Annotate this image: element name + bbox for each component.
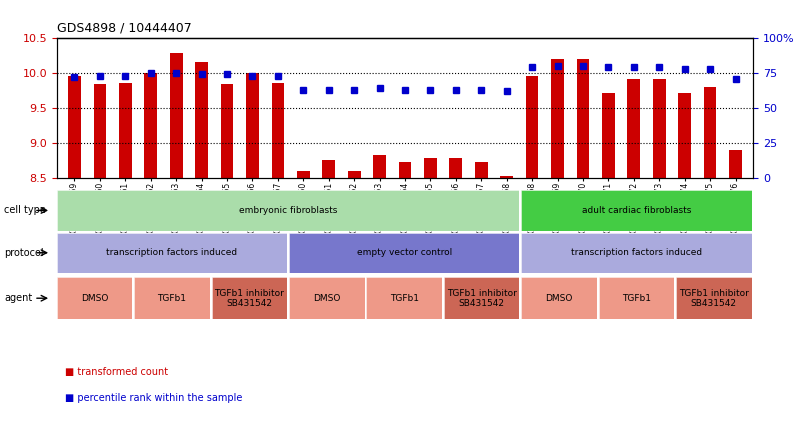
Bar (195, 62, 208, 178)
Text: ■ percentile rank within the sample: ■ percentile rank within the sample (65, 393, 242, 403)
Text: agent: agent (4, 293, 32, 303)
Bar (653, 79, 666, 178)
Bar (297, 171, 309, 178)
Bar (501, 176, 513, 178)
Bar (144, 73, 157, 178)
Bar (450, 158, 463, 178)
Bar (577, 59, 590, 178)
Text: TGFb1: TGFb1 (390, 294, 419, 303)
Bar (347, 171, 360, 178)
Bar (729, 150, 742, 178)
Bar (399, 162, 411, 178)
Text: TGFb1 inhibitor
SB431542: TGFb1 inhibitor SB431542 (215, 288, 284, 308)
Bar (678, 93, 691, 178)
Bar (170, 53, 182, 178)
Bar (475, 162, 488, 178)
Text: empty vector control: empty vector control (356, 248, 452, 257)
Text: adult cardiac fibroblasts: adult cardiac fibroblasts (582, 206, 691, 215)
Text: GDS4898 / 10444407: GDS4898 / 10444407 (57, 21, 191, 34)
Bar (704, 87, 716, 178)
Text: DMSO: DMSO (81, 294, 109, 303)
Bar (373, 155, 386, 178)
Bar (628, 79, 640, 178)
Text: TGFb1 inhibitor
SB431542: TGFb1 inhibitor SB431542 (679, 288, 748, 308)
Text: cell type: cell type (4, 206, 46, 215)
Text: TGFb1 inhibitor
SB431542: TGFb1 inhibitor SB431542 (446, 288, 517, 308)
Text: transcription factors induced: transcription factors induced (106, 248, 237, 257)
Text: protocol: protocol (4, 248, 44, 258)
Bar (220, 84, 233, 178)
Text: transcription factors induced: transcription factors induced (571, 248, 702, 257)
Text: TGFb1: TGFb1 (157, 294, 186, 303)
Bar (551, 59, 564, 178)
Bar (424, 158, 437, 178)
Bar (246, 73, 259, 178)
Bar (94, 84, 106, 178)
Bar (68, 77, 81, 178)
Text: DMSO: DMSO (545, 294, 573, 303)
Bar (119, 83, 132, 178)
Bar (602, 93, 615, 178)
Text: embryonic fibroblasts: embryonic fibroblasts (239, 206, 337, 215)
Bar (322, 160, 335, 178)
Text: ■ transformed count: ■ transformed count (65, 367, 168, 377)
Bar (526, 76, 539, 178)
Text: TGFb1: TGFb1 (622, 294, 651, 303)
Text: DMSO: DMSO (313, 294, 340, 303)
Bar (271, 83, 284, 178)
